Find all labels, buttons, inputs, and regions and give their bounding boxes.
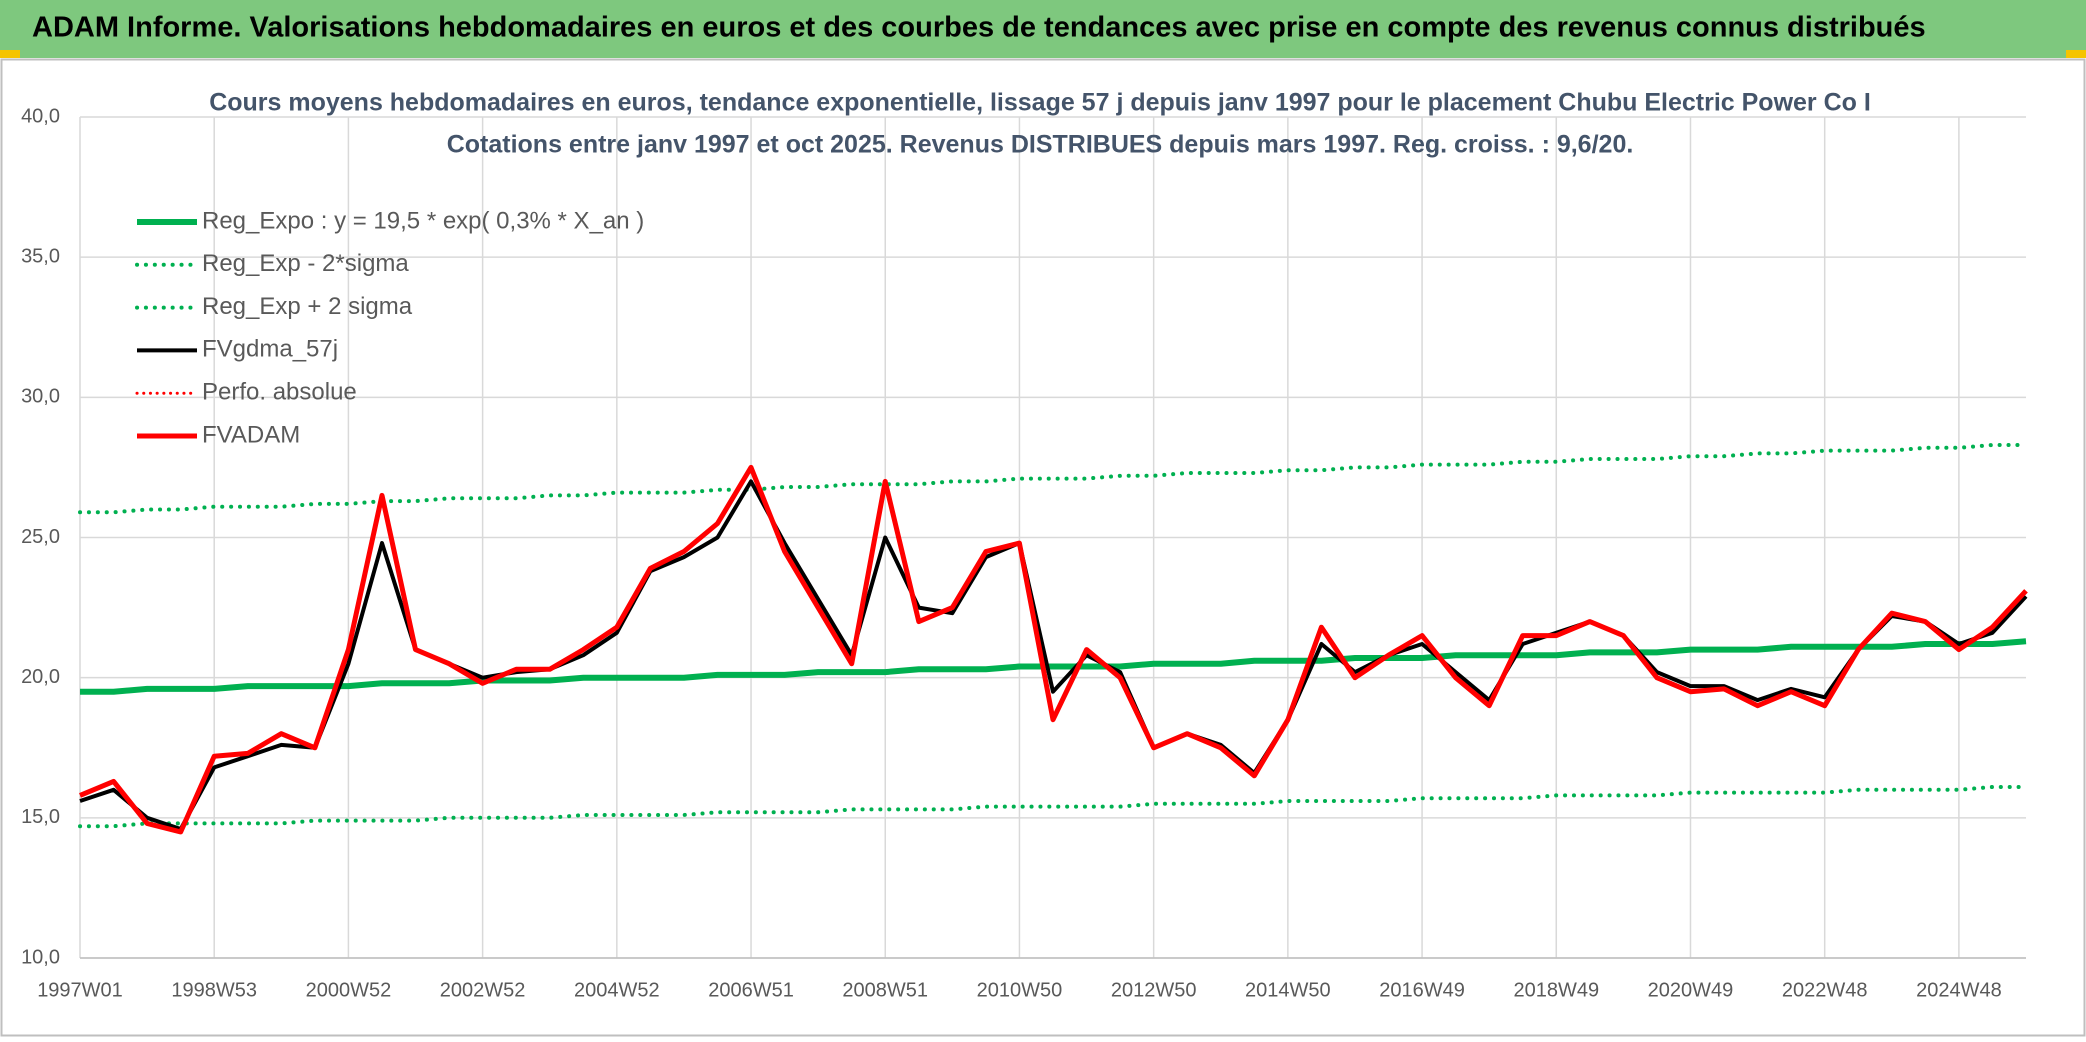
header-accent [0, 50, 20, 58]
x-tick-label: 2024W48 [1916, 979, 2002, 1001]
y-tick-label: 15,0 [21, 806, 60, 828]
header-accent [2066, 50, 2086, 58]
y-tick-label: 10,0 [21, 946, 60, 968]
series-line [80, 638, 2027, 695]
x-tick-label: 2010W50 [977, 979, 1063, 1001]
x-tick-label: 2020W49 [1648, 979, 1734, 1001]
legend-label: Perfo. absolue [202, 379, 357, 406]
x-tick-label: 2004W52 [574, 979, 660, 1001]
y-tick-label: 40,0 [21, 105, 60, 127]
x-tick-label: 1998W53 [171, 979, 257, 1001]
header-bar [0, 0, 2086, 58]
series-line [79, 464, 2028, 835]
legend-label: FVADAM [202, 421, 300, 448]
chart-subtitle: Cotations entre janv 1997 et oct 2025. R… [447, 131, 1634, 159]
chart-title: Cours moyens hebdomadaires en euros, ten… [209, 89, 1871, 117]
x-tick-label: 2008W51 [842, 979, 928, 1001]
x-tick-label: 2012W50 [1111, 979, 1197, 1001]
header-title: ADAM Informe. Valorisations hebdomadaire… [32, 12, 1926, 44]
y-tick-label: 35,0 [21, 245, 60, 267]
x-tick-label: 2022W48 [1782, 979, 1868, 1001]
legend-label: Reg_Exp - 2*sigma [202, 250, 409, 277]
x-tick-label: 2016W49 [1379, 979, 1465, 1001]
x-tick-label: 2014W50 [1245, 979, 1331, 1001]
chart-frame [0, 58, 2086, 1037]
legend-label: FVgdma_57j [202, 336, 338, 363]
x-tick-label: 2002W52 [440, 979, 526, 1001]
x-tick-label: 2018W49 [1513, 979, 1599, 1001]
x-tick-label: 2006W51 [708, 979, 794, 1001]
y-tick-label: 20,0 [21, 666, 60, 688]
x-tick-label: 2000W52 [306, 979, 392, 1001]
series-line [79, 479, 2028, 831]
y-tick-label: 30,0 [21, 386, 60, 408]
legend-label: Reg_Exp + 2 sigma [202, 293, 413, 320]
y-tick-label: 25,0 [21, 526, 60, 548]
x-tick-label: 1997W01 [37, 979, 123, 1001]
legend-label: Reg_Expo : y = 19,5 * exp( 0,3% * X_an ) [202, 207, 644, 234]
